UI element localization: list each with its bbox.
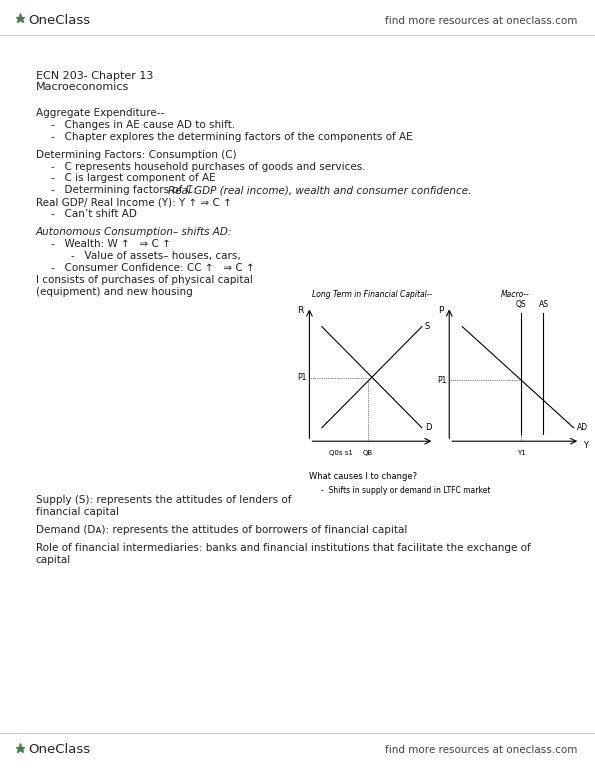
Text: -   Value of assets– houses, cars,: - Value of assets– houses, cars, [71, 251, 241, 261]
Text: find more resources at oneclass.com: find more resources at oneclass.com [385, 16, 577, 25]
Text: Aggregate Expenditure--: Aggregate Expenditure-- [36, 108, 164, 118]
Text: Real GDP (real income), wealth and consumer confidence.: Real GDP (real income), wealth and consu… [168, 186, 472, 196]
Text: Y: Y [583, 441, 588, 450]
Text: capital: capital [36, 554, 71, 564]
Text: R: R [297, 306, 303, 316]
Text: QB: QB [363, 450, 373, 457]
Text: -   C represents household purchases of goods and services.: - C represents household purchases of go… [51, 162, 365, 172]
Text: ECN 203- Chapter 13: ECN 203- Chapter 13 [36, 71, 153, 81]
Text: Determining Factors: Consumption (C): Determining Factors: Consumption (C) [36, 149, 236, 159]
Text: P1: P1 [437, 376, 446, 385]
Text: -  Shifts in supply or demand in LTFC market: - Shifts in supply or demand in LTFC mar… [321, 486, 491, 495]
Text: S: S [425, 322, 430, 331]
Text: Real GDP/ Real Income (Y): Y ↑ ⇒ C ↑: Real GDP/ Real Income (Y): Y ↑ ⇒ C ↑ [36, 197, 231, 207]
Text: -   Chapter explores the determining factors of the components of AE: - Chapter explores the determining facto… [51, 132, 412, 142]
Text: OneClass: OneClass [29, 15, 90, 27]
Text: Supply (S): represents the attitudes of lenders of: Supply (S): represents the attitudes of … [36, 495, 291, 505]
Text: -   Consumer Confidence: CC ↑   ⇒ C ↑: - Consumer Confidence: CC ↑ ⇒ C ↑ [51, 263, 254, 273]
Text: Q0s s1: Q0s s1 [328, 450, 353, 457]
Text: Long Term in Financial Capital--: Long Term in Financial Capital-- [312, 290, 432, 299]
Text: Y1: Y1 [517, 450, 525, 457]
Text: OneClass: OneClass [29, 744, 90, 756]
Text: -   Can’t shift AD: - Can’t shift AD [51, 209, 136, 219]
Text: D: D [425, 424, 431, 432]
Text: P1: P1 [297, 373, 306, 383]
Text: -   C is largest component of AE: - C is largest component of AE [51, 173, 215, 183]
Text: P: P [438, 306, 443, 316]
Text: AD: AD [577, 424, 588, 432]
Text: Autonomous Consumption– shifts AD:: Autonomous Consumption– shifts AD: [36, 227, 232, 237]
Text: -   Changes in AE cause AD to shift.: - Changes in AE cause AD to shift. [51, 119, 235, 129]
Text: Macro--: Macro-- [500, 290, 529, 299]
Text: Role of financial intermediaries: banks and financial institutions that facilita: Role of financial intermediaries: banks … [36, 543, 531, 553]
Text: I consists of purchases of physical capital: I consists of purchases of physical capi… [36, 275, 252, 285]
Text: AS: AS [538, 300, 549, 310]
Text: (equipment) and new housing: (equipment) and new housing [36, 286, 192, 296]
Text: -   Determining factors of C:: - Determining factors of C: [51, 186, 199, 196]
Text: find more resources at oneclass.com: find more resources at oneclass.com [385, 745, 577, 755]
Text: Demand (Dᴀ): represents the attitudes of borrowers of financial capital: Demand (Dᴀ): represents the attitudes of… [36, 525, 407, 535]
Text: What causes I to change?: What causes I to change? [309, 472, 418, 481]
Text: Macroeconomics: Macroeconomics [36, 82, 129, 92]
Text: QS: QS [516, 300, 527, 310]
Text: -   Wealth: W ↑   ⇒ C ↑: - Wealth: W ↑ ⇒ C ↑ [51, 239, 170, 249]
Text: financial capital: financial capital [36, 507, 118, 517]
